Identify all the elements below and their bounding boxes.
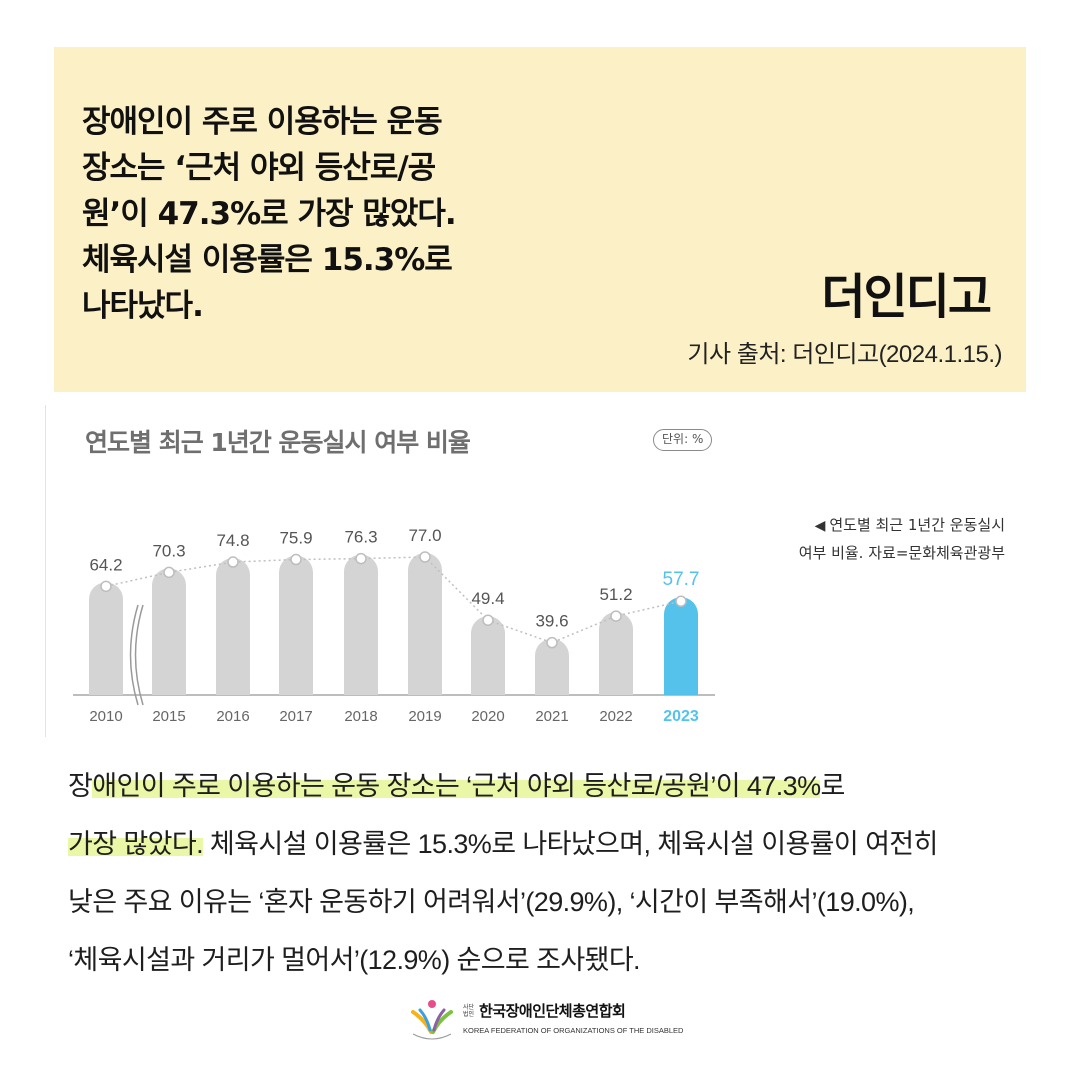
body-line: ‘체육시설과 거리가 멀어서’(12.9%) 순으로 조사됐다. (68, 945, 641, 975)
x-tick-label: 2018 (344, 708, 377, 725)
axis-break-mark (129, 604, 139, 706)
data-label: 74.8 (216, 531, 249, 550)
data-point (100, 580, 112, 593)
data-point (482, 614, 494, 626)
x-tick-label: 2019 (408, 708, 441, 725)
bar (279, 555, 313, 695)
highlight: 가장 많았다. (68, 829, 204, 859)
chart-title: 연도별 최근 1년간 운동실시 여부 비율 (85, 428, 471, 457)
unit-badge: 단위: % (653, 429, 713, 451)
bar-chart: 64.2 70.3 74.8 75.9 76.3 77.0 49.4 39.6 51.2 57.7… (73, 526, 715, 725)
bar (664, 597, 698, 695)
data-label: 64.2 (89, 555, 122, 574)
org-emblem-icon (411, 1000, 453, 1040)
panel-divider (45, 405, 46, 737)
body-line: 장애인이 주로 이용하는 운동 장소는 ‘근처 야외 등산로/공원’이 47.3… (68, 771, 845, 801)
data-point (675, 595, 687, 607)
axis-break-mark (134, 604, 144, 706)
headline-line: 원’이 47.3%로 가장 많았다. (82, 196, 457, 232)
article-source: 기사 출처: 더인디고(2024.1.15.) (687, 341, 1002, 368)
data-label: 51.2 (599, 585, 632, 604)
emblem-arc (412, 1033, 452, 1040)
headline-line: 장애인이 주로 이용하는 운동 (82, 104, 443, 140)
emblem-stroke (418, 1008, 432, 1032)
chart-caption: ◀ 연도별 최근 1년간 운동실시 여부 비율. 자료=문화체육관광부 (745, 512, 1005, 567)
emblem-dot (428, 1000, 436, 1008)
headline-line: 나타났다. (82, 288, 204, 324)
x-tick-label: 2022 (599, 708, 632, 725)
org-prefix: 사단 법인 (463, 1004, 475, 1018)
chart-panel: 연도별 최근 1년간 운동실시 여부 비율 단위: % 64.2 70.3 74.8… (45, 405, 740, 737)
x-tick-label: 2016 (216, 708, 249, 725)
data-point (290, 553, 302, 566)
data-point (610, 610, 622, 622)
x-tick-label: 2020 (471, 708, 504, 725)
headline-line: 체육시설 이용률은 15.3%로 (82, 242, 453, 278)
bar (535, 638, 569, 695)
x-tick-label: 2023 (663, 708, 699, 725)
body-line: 낮은 주요 이유는 ‘혼자 운동하기 어려워서’(29.9%), ‘시간이 부족… (68, 887, 915, 917)
emblem-stroke (432, 1008, 446, 1032)
x-tick-label: 2021 (535, 708, 568, 725)
data-label: 49.4 (471, 589, 504, 608)
bar (89, 582, 123, 695)
data-point (546, 636, 558, 649)
headline: 장애인이 주로 이용하는 운동 장소는 ‘근처 야외 등산로/공 원’이 47.… (82, 99, 552, 329)
data-label: 75.9 (279, 529, 312, 548)
caption-line: 여부 비율. 자료=문화체육관광부 (798, 544, 1005, 562)
data-point (227, 556, 239, 568)
data-point (419, 551, 431, 563)
bar (408, 553, 442, 695)
data-label: 77.0 (408, 526, 441, 545)
bar (599, 612, 633, 695)
bar (471, 616, 505, 695)
data-label: 76.3 (344, 528, 377, 547)
x-tick-label: 2015 (152, 708, 185, 725)
bar (152, 568, 186, 695)
body-line: 가장 많았다. 체육시설 이용률은 15.3%로 나타났으며, 체육시설 이용률… (68, 829, 938, 859)
data-label: 39.6 (535, 612, 568, 631)
data-label: 70.3 (152, 541, 185, 560)
brand-name: 더인디고 (821, 269, 992, 325)
caption-line: 연도별 최근 1년간 운동실시 (829, 516, 1005, 534)
bar (344, 554, 378, 695)
x-tick-label: 2010 (89, 708, 122, 725)
left-triangle-icon: ◀ (814, 518, 826, 534)
header-box: 장애인이 주로 이용하는 운동 장소는 ‘근처 야외 등산로/공 원’이 47.… (54, 47, 1026, 392)
headline-line: 장소는 ‘근처 야외 등산로/공 (82, 150, 436, 186)
trend-line (105, 556, 682, 644)
x-tick-label: 2017 (279, 708, 312, 725)
article-body: 장애인이 주로 이용하는 운동 장소는 ‘근처 야외 등산로/공원’이 47.3… (68, 757, 1058, 989)
data-label: 57.7 (663, 569, 700, 590)
org-logo: 사단 법인 한국장애인단체총연합회 KOREA FEDERATION OF OR… (405, 998, 684, 1042)
bar (216, 558, 250, 695)
org-name: 한국장애인단체총연합회 (479, 1002, 626, 1020)
org-english-name: KOREA FEDERATION OF ORGANIZATIONS OF THE… (463, 1026, 684, 1035)
highlight: 애인이 주로 이용하는 운동 장소는 ‘근처 야외 등산로/공원’이 47.3% (92, 771, 821, 801)
data-point (355, 552, 367, 565)
data-point (163, 566, 175, 579)
